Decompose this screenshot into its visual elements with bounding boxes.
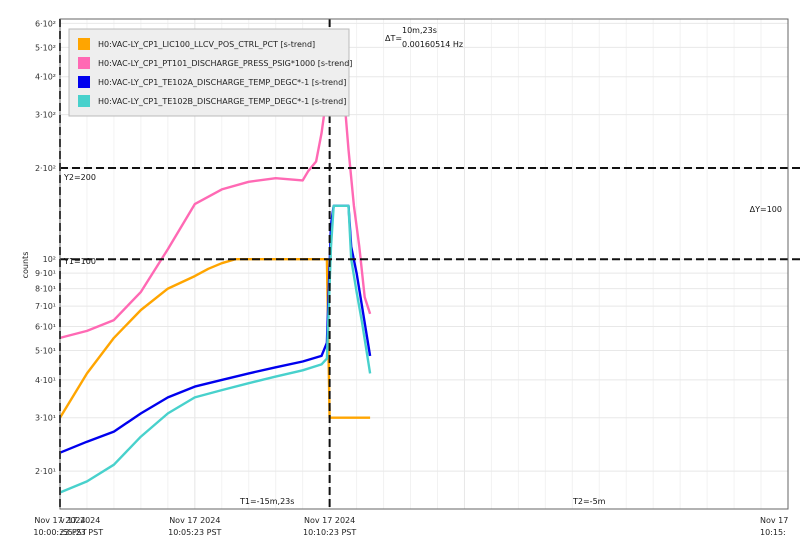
y-tick-label: 8·10¹	[35, 285, 56, 294]
x-tick-label: Nov 17 2024	[304, 516, 355, 525]
x-tick-label: Nov 17 2024	[169, 516, 220, 525]
x-tick-label: 10:15:	[760, 528, 786, 537]
delta-y-label: ΔY=100	[750, 205, 782, 214]
x-tick-label: Nov 17 2024	[34, 516, 85, 525]
t1-cursor-label: T1=-15m,23s	[239, 497, 294, 506]
y-tick-label: 10²	[43, 255, 56, 264]
legend-swatch-pt101	[78, 57, 90, 69]
series-line-0	[58, 258, 371, 419]
y-axis-label: counts	[21, 252, 30, 279]
y-tick-label: 4·10¹	[35, 376, 56, 385]
delta-t-frequency: 0.00160514 Hz	[402, 40, 463, 49]
y-tick-label: 4·10²	[35, 73, 56, 82]
legend-swatch-te102a	[78, 76, 90, 88]
y-axis: 2·10¹ 3·10¹ 4·10¹ 5·10¹ 6·10¹ 7·10¹ 8·10¹ 9·10¹…	[35, 19, 56, 476]
y-tick-label: 9·10¹	[35, 269, 56, 278]
y-tick-label: 7·10¹	[35, 302, 56, 311]
plot-frame	[59, 18, 789, 510]
legend-entry-te102b: H0:VAC-LY_CP1_TE102B_DISCHARGE_TEMP_DEGC…	[98, 97, 346, 106]
x-tick-label: 10:05:23 PST	[168, 528, 221, 537]
legend-entry-te102a: H0:VAC-LY_CP1_TE102A_DISCHARGE_TEMP_DEGC…	[98, 78, 346, 87]
x-tick-label: Nov 17	[760, 516, 788, 525]
delta-t-label: ΔT=	[385, 34, 402, 43]
legend-entry-lic100: H0:VAC-LY_CP1_LIC100_LLCV_POS_CTRL_PCT […	[98, 40, 315, 49]
t2-cursor-label: T2=-5m	[572, 497, 606, 506]
y2-cursor-label: Y2=200	[63, 173, 96, 182]
series-line-2	[59, 204, 372, 454]
y-tick-label: 2·10²	[35, 164, 56, 173]
y-tick-label: 3·10¹	[35, 414, 56, 423]
x-tick-label: 10:10:23 PST	[303, 528, 356, 537]
y-tick-label: 3·10²	[35, 111, 56, 120]
x-axis: Nov 17 2024 10:00:23 PST Nov 17 2024 10:05:…	[33, 516, 788, 537]
x-tick-label: v 17 2024	[60, 516, 100, 525]
delta-t-value: 10m,23s	[402, 26, 437, 35]
y-tick-label: 2·10¹	[35, 467, 56, 476]
legend-swatch-liC100	[78, 38, 90, 50]
y-tick-label: 5·10²	[35, 43, 56, 52]
legend-box	[68, 28, 350, 117]
legend-entry-pt101: H0:VAC-LY_CP1_PT101_DISCHARGE_PRESS_PSIG…	[98, 59, 352, 68]
y-tick-label: 6·10²	[35, 19, 56, 28]
x-tick-label: 10:00:23 PST	[33, 528, 86, 537]
y1-cursor-label: Y1=100	[63, 257, 96, 266]
y-tick-label: 5·10¹	[35, 346, 56, 355]
legend: H0:VAC-LY_CP1_LIC100_LLCV_POS_CTRL_PCT […	[68, 28, 352, 117]
y-tick-label: 6·10¹	[35, 322, 56, 331]
legend-swatch-te102b	[78, 95, 90, 107]
x-tick-label: :55:23 PST	[60, 528, 103, 537]
